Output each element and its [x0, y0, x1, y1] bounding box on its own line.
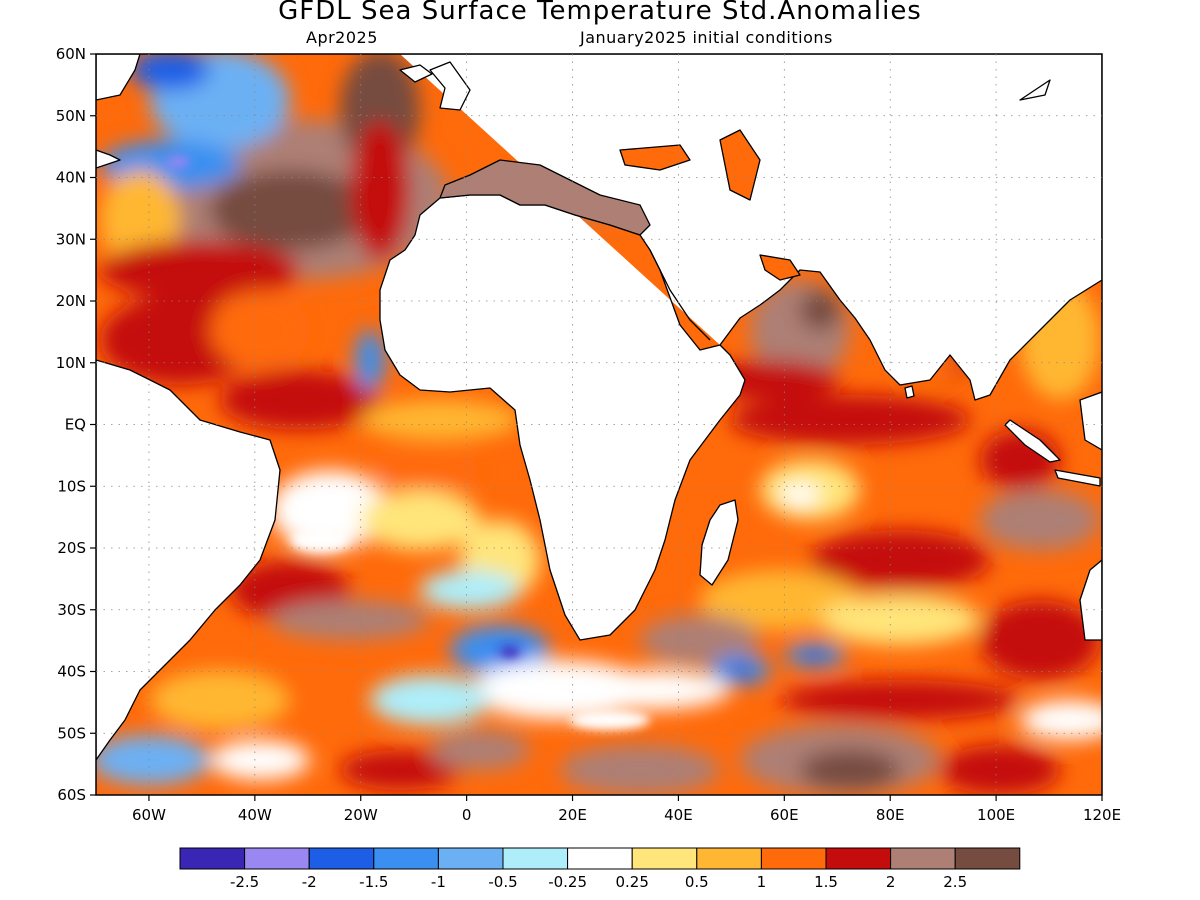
- map-title: GFDL Sea Surface Temperature Std.Anomali…: [278, 0, 922, 26]
- colorbar-swatch: [631, 847, 698, 870]
- lon-label: 40E: [664, 806, 693, 824]
- colorbar: [179, 847, 1021, 870]
- colorbar-swatch: [308, 847, 375, 870]
- madagascar: [699, 499, 739, 586]
- grid-lines: [96, 54, 1102, 795]
- lat-label: 60S: [57, 786, 86, 804]
- colorbar-swatch: [954, 847, 1021, 870]
- lon-label: 20E: [558, 806, 587, 824]
- lat-label: 40S: [57, 663, 86, 681]
- forecast-month: Apr2025: [306, 28, 378, 47]
- sri-lanka: [904, 385, 915, 399]
- colorbar-swatch: [567, 847, 633, 870]
- australia: [1079, 559, 1102, 641]
- lon-label: 100E: [977, 806, 1015, 824]
- initial-conditions-label: January2025 initial conditions: [580, 28, 833, 47]
- black-sea: [619, 144, 691, 171]
- lat-label: 10N: [56, 354, 86, 372]
- lat-label: 40N: [56, 169, 86, 187]
- persian-gulf: [759, 254, 801, 281]
- lon-label: 60W: [132, 806, 166, 824]
- lat-label: 20S: [57, 539, 86, 557]
- lat-label: 30N: [56, 230, 86, 248]
- colorbar-label: -0.25: [548, 873, 587, 891]
- colorbar-swatch: [696, 847, 762, 870]
- mediterranean-sea: [439, 159, 651, 236]
- lat-label: EQ: [65, 416, 86, 434]
- north-america-coast: [96, 149, 121, 169]
- borneo: [1079, 391, 1102, 451]
- colorbar-label: -0.5: [488, 873, 517, 891]
- lat-label: 50S: [57, 724, 86, 742]
- colorbar-labels: -2.5 -2 -1.5 -1 -0.5 -0.25 0.25 0.5 1 1.5 2 2.5: [230, 873, 967, 891]
- caspian-sea: [719, 129, 761, 201]
- colorbar-swatch: [244, 847, 310, 870]
- colorbar-swatch: [373, 847, 439, 870]
- java: [1054, 469, 1101, 487]
- colorbar-swatch: [890, 847, 956, 870]
- colorbar-label: 1: [757, 873, 767, 891]
- lat-label: 10S: [57, 477, 86, 495]
- colorbar-label: 2.5: [943, 873, 967, 891]
- lon-label: 20W: [344, 806, 378, 824]
- longitude-labels: 60W 40W 20W 0 20E 40E 60E 80E 100E 120E: [132, 795, 1121, 824]
- colorbar-swatch: [502, 847, 569, 870]
- north-america-land: [96, 54, 141, 101]
- colorbar-swatch: [760, 847, 827, 870]
- colorbar-label: 0.25: [615, 873, 648, 891]
- british-isles: [429, 61, 471, 111]
- colorbar-label: -1: [431, 873, 446, 891]
- lat-label: 20N: [56, 292, 86, 310]
- lon-label: 120E: [1083, 806, 1121, 824]
- lon-label: 60E: [770, 806, 799, 824]
- iceland: [399, 64, 433, 83]
- japan-edge: [1019, 79, 1051, 101]
- lon-label: 0: [462, 806, 472, 824]
- colorbar-swatch: [179, 847, 246, 870]
- arabia-coast: [649, 249, 711, 341]
- continents: [96, 54, 1102, 761]
- colorbar-swatch: [825, 847, 892, 870]
- latitude-labels: 60N 50N 40N 30N 20N 10N EQ 10S 20S 30S 40S 50S 60S: [56, 45, 96, 804]
- colorbar-label: -1.5: [359, 873, 388, 891]
- lat-label: 30S: [57, 601, 86, 619]
- colorbar-swatch: [437, 847, 504, 870]
- lat-label: 50N: [56, 107, 86, 125]
- colorbar-label: 1.5: [814, 873, 838, 891]
- lon-label: 80E: [876, 806, 905, 824]
- south-america-land: [96, 359, 281, 761]
- colorbar-label: 0.5: [685, 873, 709, 891]
- lon-label: 40W: [238, 806, 272, 824]
- colorbar-label: 2: [886, 873, 896, 891]
- lat-label: 60N: [56, 45, 86, 63]
- colorbar-label: -2.5: [230, 873, 259, 891]
- sumatra: [1004, 419, 1061, 463]
- colorbar-label: -2: [302, 873, 317, 891]
